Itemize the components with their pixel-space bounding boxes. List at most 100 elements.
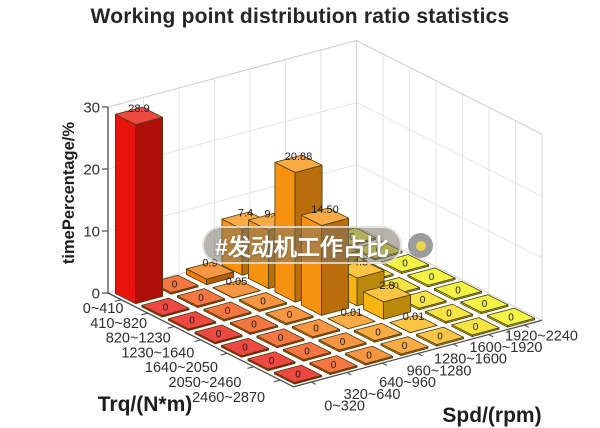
bar-value-label: 0 <box>216 329 222 340</box>
bar-value-label: 0.01 <box>341 307 362 319</box>
svg-text:0: 0 <box>92 286 100 303</box>
spd-axis-tick-labels: 0~320320~640640~960960~12801280~16001600… <box>324 328 578 414</box>
bar-value-label: 0 <box>402 259 408 270</box>
bar-trq6-spd0: 0 <box>273 364 323 385</box>
bar-trq1-spd1: 0 <box>176 288 226 309</box>
bar-value-label: 0 <box>198 293 204 304</box>
svg-text:320~640: 320~640 <box>344 387 401 403</box>
bar-trq6-spd5: 0 <box>451 317 500 338</box>
svg-text:2050~2460: 2050~2460 <box>169 375 242 391</box>
svg-text:1230~1640: 1230~1640 <box>121 345 194 361</box>
bar-trq5-spd3: 0 <box>353 322 403 343</box>
svg-text:0~410: 0~410 <box>83 301 124 317</box>
bar-value-label: 28.9 <box>128 103 149 115</box>
svg-text:820~1230: 820~1230 <box>106 331 171 347</box>
bar-value-label: 0 <box>437 331 443 342</box>
svg-text:1600~1920: 1600~1920 <box>470 340 543 356</box>
watermark-text: #发动机工作占比 <box>215 234 389 260</box>
bar-value-label: 0 <box>446 308 452 319</box>
svg-text:1920~2240: 1920~2240 <box>505 328 578 344</box>
bar-trq5-spd0: 0 <box>247 351 296 372</box>
bar-trq6-spd1: 0 <box>309 355 358 376</box>
bar-value-label: 0 <box>278 333 284 344</box>
bar-value-label: 0.05 <box>226 276 247 288</box>
bar-trq1-spd2: 0.05 <box>212 276 261 299</box>
bar-trq5-spd1: 0 <box>282 341 332 362</box>
bar-trq4-spd4: 2.8 <box>362 280 412 320</box>
bar-trq4-spd1: 0 <box>256 328 305 349</box>
bar-trq6-spd6: 0 <box>486 307 535 328</box>
bar-trq2-spd0: 0 <box>167 311 217 331</box>
bar-value-label: 0 <box>260 297 266 308</box>
svg-text:960~1280: 960~1280 <box>407 363 472 379</box>
bar-value-label: 7.4 <box>238 208 253 220</box>
bar-value-label: 0 <box>420 295 426 306</box>
bar-value-label: 0 <box>269 356 275 367</box>
bar-value-label: 0 <box>287 310 293 321</box>
bar-trq4-spd2: 0 <box>291 318 341 339</box>
bar-value-label: 0 <box>508 312 514 323</box>
bar-trq3-spd0: 0 <box>194 324 243 345</box>
bar-trq5-spd6: 0 <box>460 294 509 315</box>
bar-value-label: 0 <box>366 350 372 361</box>
bar-value-label: 0 <box>340 337 346 348</box>
svg-text:20: 20 <box>83 162 100 179</box>
bar-trq3-spd6: 0 <box>407 267 456 288</box>
bar-value-label: 0 <box>313 324 319 335</box>
bar-trq3-spd1: 0 <box>229 314 279 335</box>
watermark-dot-icon <box>415 240 426 251</box>
bar-trq5-spd4: 0.01 <box>389 311 438 334</box>
svg-text:410~820: 410~820 <box>90 316 147 332</box>
bar-trq4-spd6: 0 <box>433 280 483 301</box>
bar-value-label: 2.8 <box>379 280 394 292</box>
watermark-pill: #发动机工作占比 <box>202 226 402 264</box>
axis-titles: Trq/(N*m) Spd/(rpm) timePercentage/% <box>60 122 542 427</box>
svg-text:timePercentage/%: timePercentage/% <box>60 122 78 264</box>
bar-value-label: 14.50 <box>311 204 339 216</box>
watermark-badge-icon <box>408 233 433 258</box>
svg-text:1640~2050: 1640~2050 <box>145 360 218 376</box>
trq-axis-tick-labels: 0~410410~820820~12301230~16401640~205020… <box>83 301 265 406</box>
bar-value-label: 0 <box>455 286 461 297</box>
bar-value-label: 0 <box>331 360 337 371</box>
bar-trq5-spd5: 0 <box>424 303 474 324</box>
bar-value-label: 0 <box>189 316 195 327</box>
chart-title: Working point distribution ratio statist… <box>90 5 510 28</box>
svg-text:10: 10 <box>83 224 100 241</box>
bar-value-label: 0 <box>482 299 488 310</box>
bar-value-label: 0 <box>295 369 301 380</box>
bar-value-label: 20.88 <box>285 151 313 163</box>
bar-value-label: 0 <box>172 279 178 290</box>
bar-value-label: 0.01 <box>403 311 424 323</box>
bar-value-label: 0 <box>242 343 248 354</box>
bar-value-label: 0 <box>163 302 169 313</box>
bar-trq4-spd0: 0 <box>220 337 270 358</box>
svg-text:30: 30 <box>83 100 100 117</box>
bar-trq6-spd2: 0 <box>344 345 394 366</box>
bar-trq5-spd2: 0 <box>318 332 367 353</box>
bar-trq2-spd2: 0 <box>238 292 288 312</box>
bar-value-label: 0 <box>375 327 381 338</box>
svg-text:Trq/(N*m): Trq/(N*m) <box>98 393 193 416</box>
svg-text:0~320: 0~320 <box>324 399 365 415</box>
bar-trq2-spd1: 0 <box>203 301 252 322</box>
svg-text:2460~2870: 2460~2870 <box>192 390 265 406</box>
svg-text:Spd/(rpm): Spd/(rpm) <box>442 404 541 427</box>
bar-trq4-spd3: 0.01 <box>327 307 376 330</box>
svg-text:1280~1600: 1280~1600 <box>434 352 507 368</box>
bar-value-label: 0 <box>225 306 231 317</box>
bar-value-label: 0 <box>473 322 479 333</box>
svg-text:640~960: 640~960 <box>379 375 436 391</box>
axis-lines <box>102 106 543 388</box>
bar-trq1-spd0: 0 <box>141 297 190 318</box>
bar-trq6-spd4: 0 <box>415 326 465 347</box>
bar-trq6-spd3: 0 <box>380 336 429 357</box>
bar-value-label: 0 <box>251 320 257 331</box>
z-axis-tick-labels: 0 10 20 30 <box>83 100 100 303</box>
bar-trq0-spd2: 0.9 <box>185 257 235 286</box>
bar-value-label: 0 <box>402 341 408 352</box>
bar-value-label: 0 <box>429 272 435 283</box>
bar-value-label: 0 <box>304 346 310 357</box>
